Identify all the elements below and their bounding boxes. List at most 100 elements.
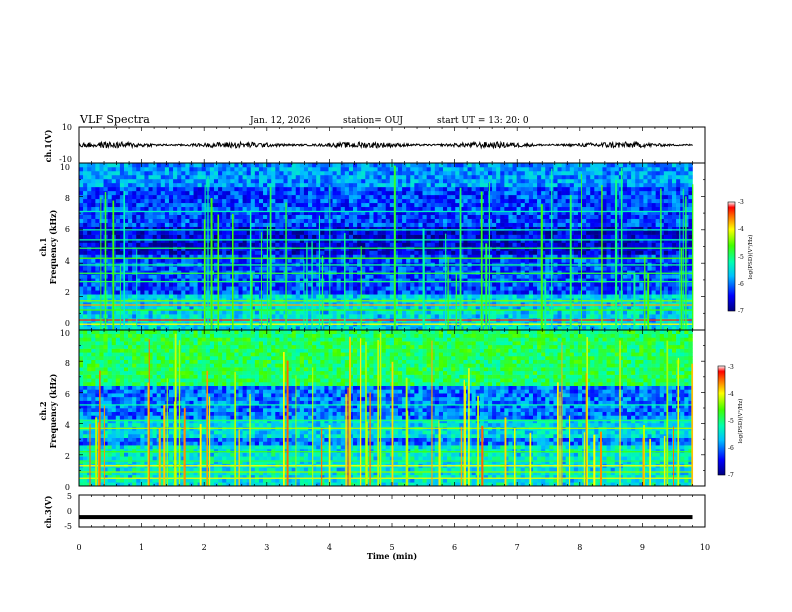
ch1-cell bbox=[91, 286, 96, 291]
ch1-cell bbox=[279, 310, 284, 315]
ch1-cell bbox=[377, 186, 382, 192]
ch1-cell bbox=[532, 190, 538, 196]
ch1-cell bbox=[218, 238, 223, 243]
ch1-cell bbox=[418, 242, 423, 247]
ch1-cell bbox=[410, 230, 415, 235]
ch1-cell bbox=[222, 290, 227, 295]
ch1-cell bbox=[328, 274, 333, 279]
ch1-cell bbox=[246, 230, 252, 235]
ch1-cell bbox=[463, 186, 468, 192]
ch1-cell bbox=[107, 163, 113, 168]
ch1-cell bbox=[254, 214, 260, 219]
ch1-cell bbox=[385, 254, 391, 259]
ch1-cell bbox=[541, 210, 546, 215]
ch1-cell bbox=[226, 294, 231, 299]
ch1-cell bbox=[140, 326, 145, 331]
ch1-cell bbox=[148, 290, 153, 295]
ch1-cell bbox=[365, 274, 370, 279]
ch1-cell bbox=[487, 170, 493, 176]
ch1-cell bbox=[164, 234, 170, 239]
ch1-cell bbox=[365, 178, 370, 184]
ch1-cell bbox=[516, 274, 522, 279]
ch1-cell bbox=[524, 178, 530, 184]
ch1-cell bbox=[516, 294, 522, 299]
ch1-cell bbox=[369, 218, 374, 223]
ch1-cell bbox=[279, 294, 284, 299]
ch1-cell bbox=[234, 214, 239, 219]
ch1-cell bbox=[328, 214, 333, 219]
ch1-cell bbox=[271, 210, 276, 215]
ch1-cell bbox=[467, 242, 472, 247]
ch1-cell bbox=[537, 206, 542, 212]
ch1-cell bbox=[561, 242, 566, 247]
ch1-cell bbox=[279, 234, 284, 239]
ch1-cell bbox=[344, 226, 350, 231]
ch1-cell bbox=[308, 282, 313, 287]
ch1-cell bbox=[128, 326, 133, 331]
ch1-cell bbox=[512, 198, 517, 204]
ch1-cell bbox=[496, 302, 501, 307]
ch1-cell bbox=[91, 194, 96, 200]
ch1-cell bbox=[463, 182, 468, 188]
ch1-cell bbox=[500, 182, 505, 188]
ch1-cell bbox=[369, 190, 374, 196]
ch1-cell bbox=[136, 190, 141, 196]
ch1-cell bbox=[369, 163, 374, 168]
ch1-cell bbox=[295, 286, 301, 291]
ch1-cell bbox=[156, 186, 162, 192]
ch1-cell bbox=[144, 230, 149, 235]
ch1-cell bbox=[537, 302, 542, 307]
ch1-cell bbox=[406, 230, 411, 235]
ch1-cell bbox=[197, 294, 202, 299]
ch1-cell bbox=[308, 250, 313, 255]
ch1-cell bbox=[128, 214, 133, 219]
ch1-cell bbox=[136, 282, 141, 287]
ch1-cell bbox=[246, 174, 252, 180]
ch1-cell bbox=[332, 186, 337, 192]
ch1-cell bbox=[463, 242, 468, 247]
ch1-cell bbox=[164, 163, 170, 168]
ch1-cell bbox=[242, 206, 247, 212]
ch1-cell bbox=[389, 294, 395, 299]
ch1-cell bbox=[177, 274, 182, 279]
ch1-cell bbox=[271, 206, 276, 212]
ch1-cell bbox=[381, 166, 387, 172]
ch1-cell bbox=[385, 290, 391, 295]
ch1-cell bbox=[246, 186, 252, 192]
ch1-cell bbox=[291, 190, 297, 196]
ch1-cell bbox=[398, 242, 403, 247]
ch1-cell bbox=[487, 206, 493, 212]
ch1-cell bbox=[557, 182, 562, 188]
ch1-cell bbox=[418, 310, 423, 315]
ch1-cell bbox=[373, 306, 378, 311]
ch1-cell bbox=[500, 170, 505, 176]
ch1-cell bbox=[287, 258, 292, 263]
ch1-cell bbox=[545, 250, 550, 255]
ch1-cell bbox=[520, 238, 526, 243]
ch1-cell bbox=[308, 214, 313, 219]
ch1-cell bbox=[361, 266, 366, 271]
ch1-cell bbox=[348, 198, 354, 204]
ch1-cell bbox=[119, 190, 125, 196]
ch1-cell bbox=[213, 182, 219, 188]
ch1-cell bbox=[283, 190, 288, 196]
ch1-cell bbox=[185, 222, 190, 227]
ch1-cell bbox=[369, 206, 374, 212]
ch1-cell bbox=[160, 286, 166, 291]
ch1-cell bbox=[144, 163, 149, 168]
ch1-cell bbox=[492, 218, 497, 223]
ch1-cell bbox=[393, 294, 399, 299]
ch1-cell bbox=[263, 190, 268, 196]
ch1-cell bbox=[250, 214, 256, 219]
ch1-cell bbox=[524, 206, 530, 212]
ch1-cell bbox=[83, 250, 88, 255]
ch1-cell bbox=[430, 178, 436, 184]
ch1-cell bbox=[250, 238, 256, 243]
ch1-cell bbox=[79, 170, 84, 176]
ch1-cell bbox=[152, 282, 158, 287]
ch1-cell bbox=[279, 238, 284, 243]
ch1-cell bbox=[316, 242, 321, 247]
ch1-cell bbox=[213, 234, 219, 239]
ch1-cell bbox=[459, 194, 464, 200]
ch1-cell bbox=[291, 270, 297, 275]
